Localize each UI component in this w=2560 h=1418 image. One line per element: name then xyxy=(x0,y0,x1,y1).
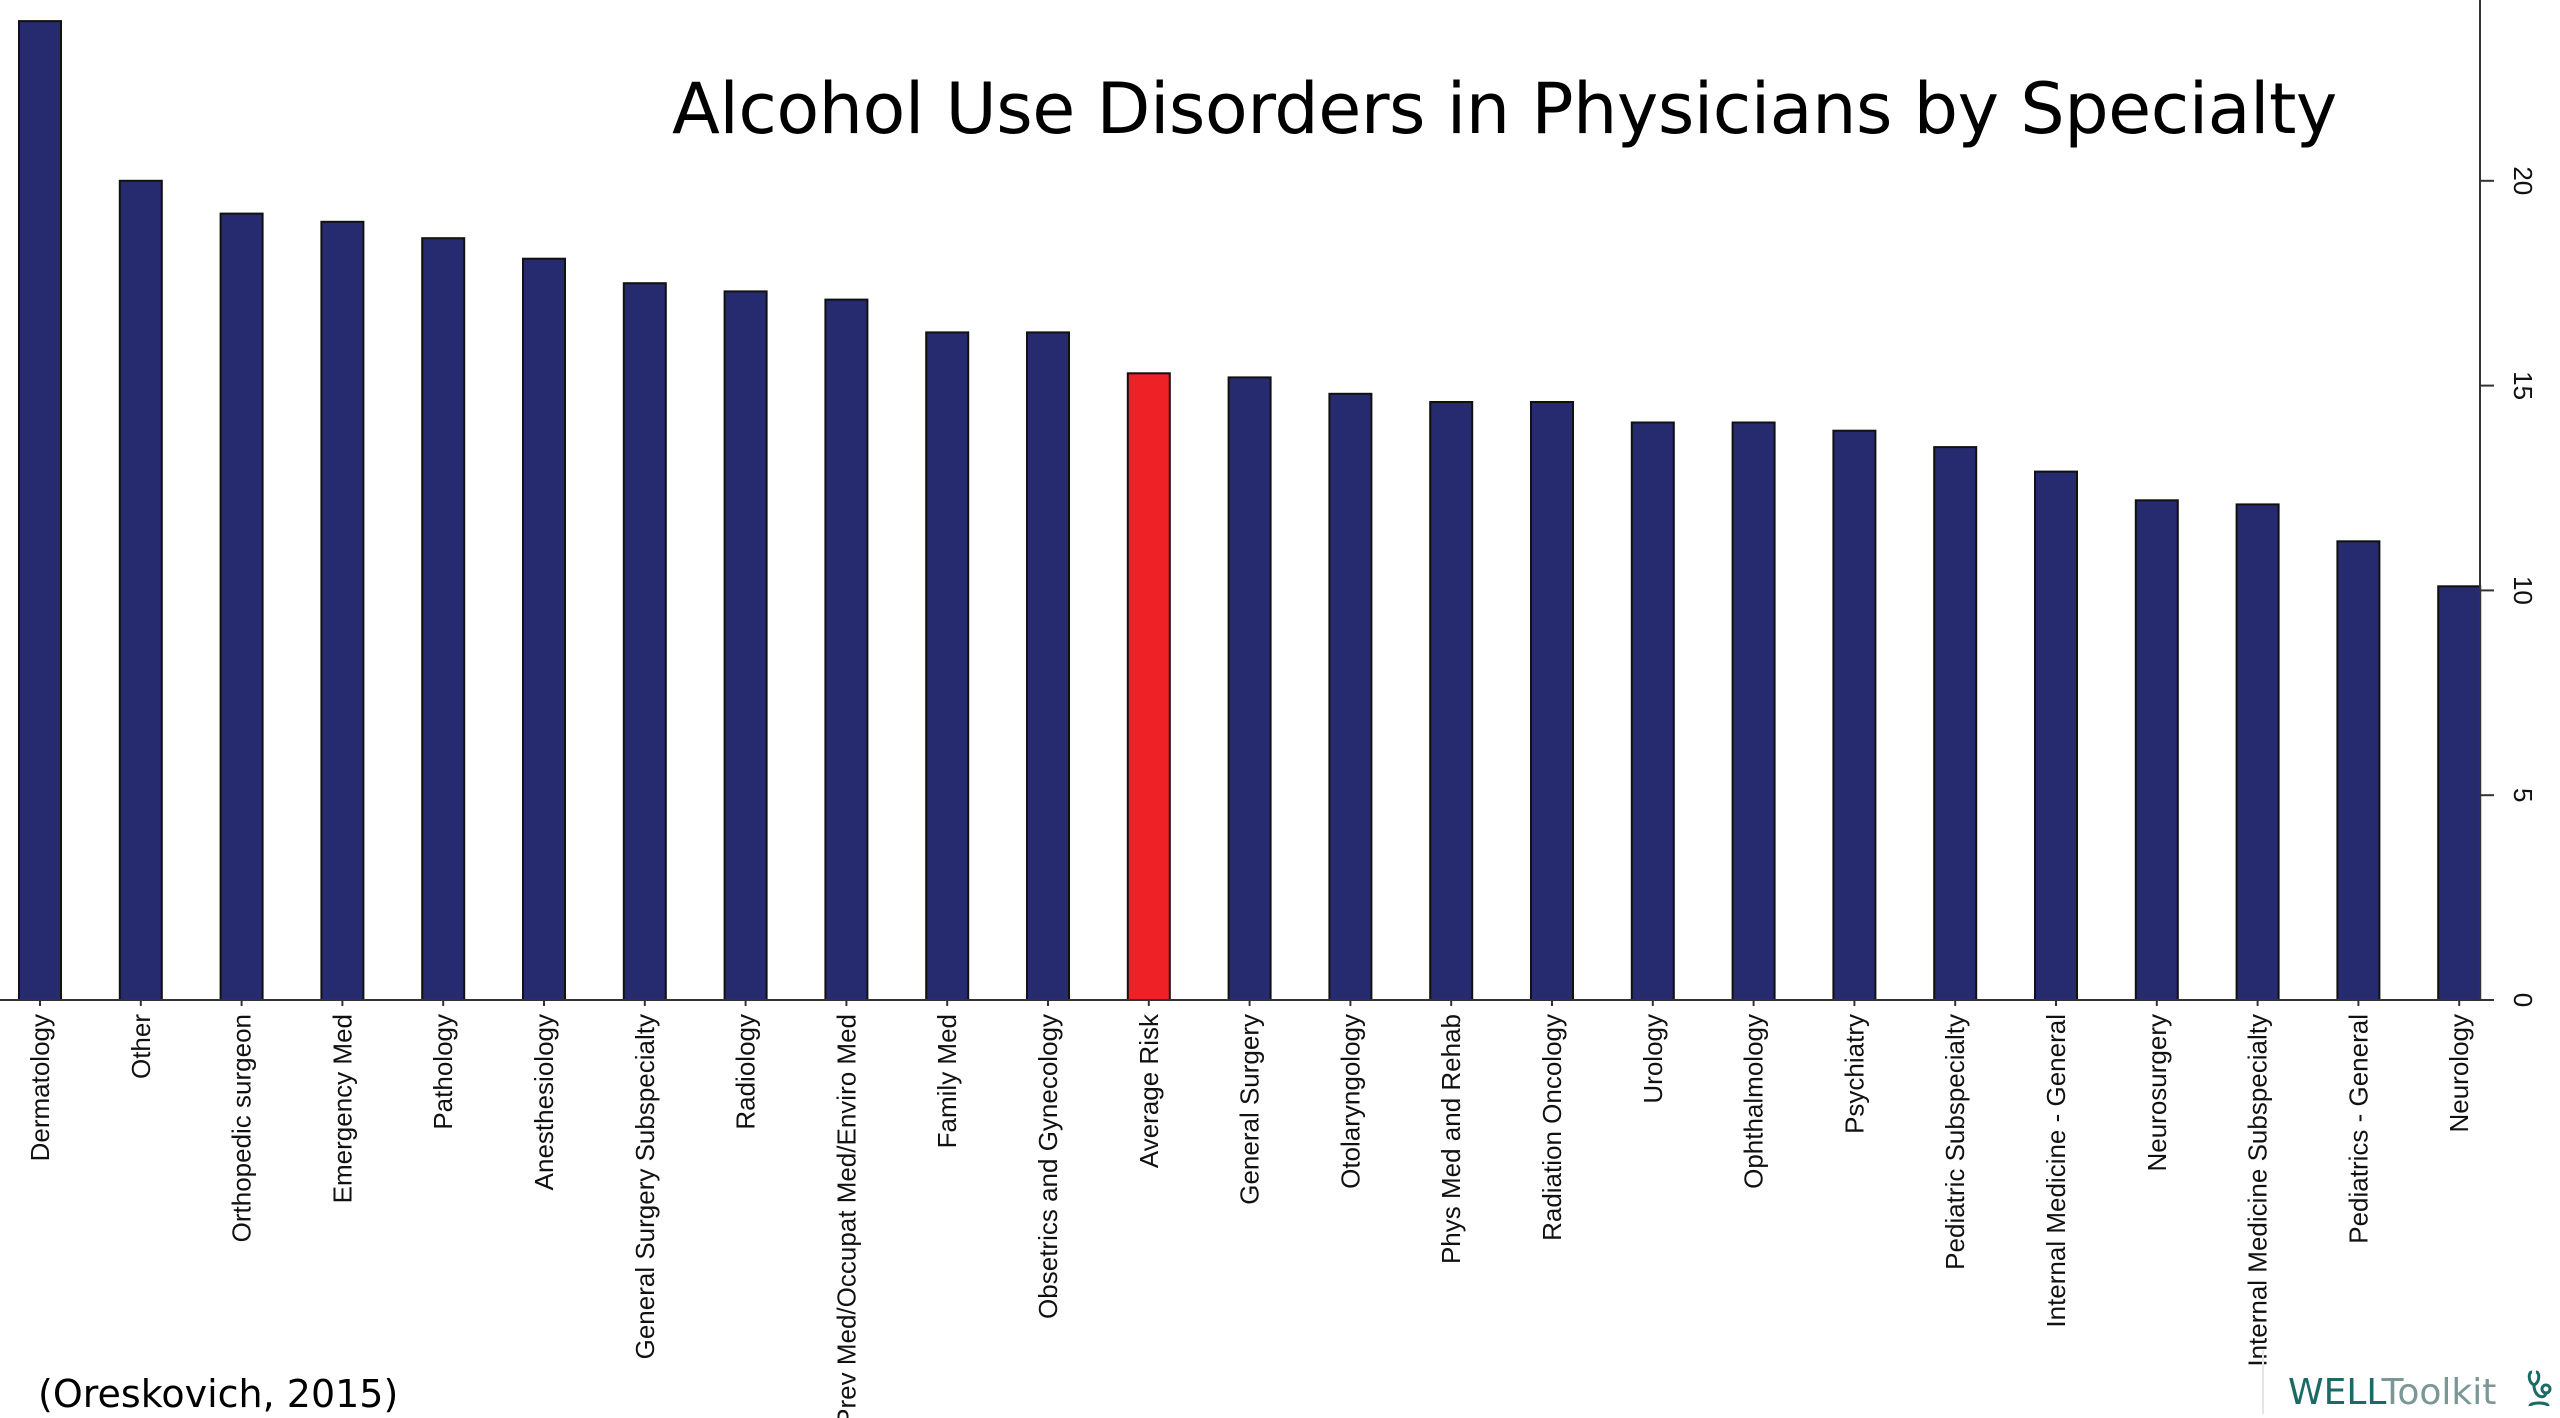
brand-name-light: Toolkit xyxy=(2381,1372,2497,1413)
chart-title: Alcohol Use Disorders in Physicians by S… xyxy=(672,68,2337,150)
x-tick-label-pediatrics-general: Pediatrics - General xyxy=(2343,1014,2373,1244)
bar-family-med xyxy=(925,331,970,1001)
x-tick-label-neurosurgery: Neurosurgery xyxy=(2142,1014,2172,1172)
bar-pediatrics-general xyxy=(2336,540,2381,1001)
x-tick-label-internal-medicine-general: Internal Medicine - General xyxy=(2041,1014,2071,1328)
bar-ophthalmology xyxy=(1731,421,1776,1001)
bar-orthopedic-surgeon xyxy=(219,212,264,1002)
x-tick-label-radiology: Radiology xyxy=(731,1014,761,1130)
x-tick-label-neurology: Neurology xyxy=(2444,1014,2474,1133)
x-tick-label-emergency-med: Emergency Med xyxy=(327,1014,357,1203)
bar-pediatric-subspecialty xyxy=(1933,446,1978,1002)
bar-emergency-med xyxy=(320,220,365,1002)
x-tick-label-average-risk: Average Risk xyxy=(1134,1013,1164,1168)
x-tick-label-dermatology: Dermatology xyxy=(25,1014,55,1161)
y-axis: 0 5 10 15 20 xyxy=(0,0,2538,1007)
y-tick-label-0: 0 xyxy=(2508,993,2538,1007)
bar-internal-medicine-subspecialty xyxy=(2235,503,2280,1001)
x-tick-label-internal-medicine-subspecialty: Internal Medicine Subspecialty xyxy=(2243,1014,2273,1367)
x-tick-label-pathology: Pathology xyxy=(428,1014,458,1130)
x-tick-label-obsetrics-and-gynecology: Obsetrics and Gynecology xyxy=(1033,1014,1063,1319)
bar-phys-med-and-rehab xyxy=(1429,401,1474,1001)
bar-prev-med-occupat-med-enviro-med xyxy=(824,298,869,1002)
bar-anesthesiology xyxy=(522,257,566,1001)
stethoscope-icon xyxy=(2527,1370,2552,1407)
x-tick-label-family-med: Family Med xyxy=(932,1014,962,1148)
x-tick-label-radiation-oncology: Radiation Oncology xyxy=(1537,1014,1567,1241)
bar-pathology xyxy=(421,237,466,1001)
bar-neurosurgery xyxy=(2134,499,2179,1001)
brand-name-strong: WELL xyxy=(2288,1372,2382,1413)
bar-psychiatry xyxy=(1832,429,1877,1001)
y-tick-label-20: 20 xyxy=(2508,166,2538,195)
bar-urology xyxy=(1630,421,1675,1001)
x-tick-label-orthopedic-surgeon: Orthopedic surgeon xyxy=(227,1014,257,1242)
x-tick-label-pediatric-subspecialty: Pediatric Subspecialty xyxy=(1940,1014,1970,1270)
source-citation: (Oreskovich, 2015) xyxy=(38,1372,399,1416)
bar-average-risk xyxy=(1126,372,1171,1001)
x-tick-label-otolaryngology: Otolaryngology xyxy=(1335,1014,1365,1189)
x-tick-label-general-surgery: General Surgery xyxy=(1235,1014,1265,1205)
x-tick-label-urology: Urology xyxy=(1638,1014,1668,1104)
bar-other xyxy=(118,179,163,1002)
x-tick-label-other: Other xyxy=(126,1014,156,1079)
bar-radiology xyxy=(723,290,768,1001)
y-tick-label-5: 5 xyxy=(2508,788,2538,802)
x-tick-label-general-surgery-subspecialty: General Surgery Subspecialty xyxy=(630,1014,660,1359)
x-tick-label-ophthalmology: Ophthalmology xyxy=(1739,1014,1769,1189)
x-tick-label-anesthesiology: Anesthesiology xyxy=(529,1014,559,1190)
x-tick-label-prev-med-occupat-med-enviro-med: Prev Med/Occupat Med/Enviro Med xyxy=(831,1014,861,1418)
brand-logo: WELLToolkit xyxy=(2262,1350,2554,1414)
bar-otolaryngology xyxy=(1328,392,1373,1001)
bar-internal-medicine-general xyxy=(2034,470,2078,1002)
x-tick-label-psychiatry: Psychiatry xyxy=(1839,1014,1869,1134)
y-tick-label-10: 10 xyxy=(2508,576,2538,605)
bars-layer xyxy=(18,20,2482,1002)
bar-radiation-oncology xyxy=(1530,401,1574,1001)
bar-obsetrics-and-gynecology xyxy=(1026,331,1070,1001)
brand-name: WELLToolkit xyxy=(2288,1372,2496,1413)
bar-general-surgery xyxy=(1227,376,1272,1001)
y-tick-label-15: 15 xyxy=(2508,371,2538,400)
bar-general-surgery-subspecialty xyxy=(622,282,667,1001)
bar-neurology xyxy=(2437,585,2482,1001)
x-tick-label-phys-med-and-rehab: Phys Med and Rehab xyxy=(1436,1014,1466,1264)
bar-dermatology xyxy=(18,20,62,1002)
x-tick-labels: Dermatology Other Orthopedic surgeon Emerge… xyxy=(25,1013,2474,1418)
